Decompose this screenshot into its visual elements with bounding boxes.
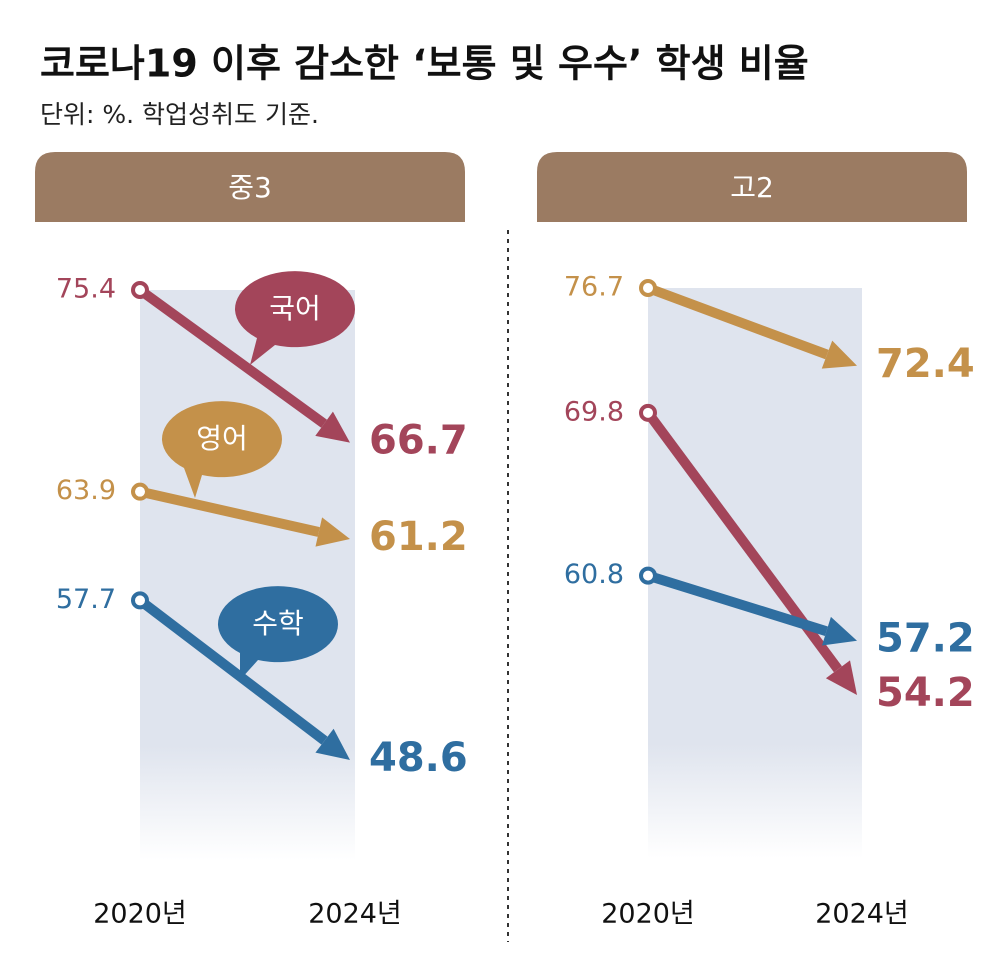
bubble bbox=[217, 586, 338, 680]
legend-label: 국어 bbox=[269, 292, 321, 325]
panel-title: 중3 bbox=[228, 171, 272, 204]
start-point bbox=[131, 281, 149, 299]
arrowhead bbox=[315, 411, 350, 443]
start-point bbox=[131, 591, 149, 610]
end-label: 48.6 bbox=[369, 735, 468, 781]
series-line bbox=[138, 486, 320, 537]
start-label: 57.7 bbox=[56, 584, 116, 615]
legend-label: 수학 bbox=[252, 607, 304, 640]
start-point bbox=[639, 279, 657, 297]
start-label: 76.7 bbox=[564, 272, 624, 303]
start-label: 60.8 bbox=[564, 559, 624, 590]
series-line bbox=[646, 283, 829, 360]
end-label: 61.2 bbox=[369, 514, 468, 560]
subtitle: 단위: %. 학업성취도 기준. bbox=[40, 100, 319, 129]
legend-label: 영어 bbox=[196, 422, 248, 455]
end-label: 54.2 bbox=[876, 670, 975, 716]
panel-title: 고2 bbox=[730, 171, 774, 204]
x-tick-label: 2020년 bbox=[601, 899, 695, 930]
arrowhead bbox=[315, 517, 350, 547]
x-tick-label: 2024년 bbox=[815, 899, 909, 930]
x-tick-label: 2024년 bbox=[308, 899, 402, 930]
start-point bbox=[639, 403, 657, 422]
bubble bbox=[234, 271, 355, 365]
end-label: 72.4 bbox=[876, 341, 975, 387]
panel-header bbox=[35, 152, 465, 222]
start-label: 69.8 bbox=[564, 396, 624, 427]
arrowhead bbox=[315, 728, 350, 760]
series-line bbox=[136, 596, 328, 745]
arrowhead bbox=[821, 616, 857, 646]
start-label: 63.9 bbox=[56, 475, 116, 506]
x-tick-label: 2020년 bbox=[93, 899, 187, 930]
series-line bbox=[646, 570, 828, 636]
band bbox=[140, 290, 355, 860]
panel-header bbox=[537, 152, 967, 222]
title: 코로나19 이후 감소한 ‘보통 및 우수’ 학생 비율 bbox=[40, 42, 809, 86]
arrowhead bbox=[821, 340, 857, 369]
end-label: 57.2 bbox=[876, 616, 975, 662]
bubble bbox=[161, 401, 282, 498]
end-label: 66.7 bbox=[369, 418, 468, 464]
start-point bbox=[639, 566, 657, 585]
series-line bbox=[137, 285, 328, 428]
band bbox=[648, 288, 862, 858]
start-label: 75.4 bbox=[56, 274, 116, 305]
arrowhead bbox=[825, 660, 857, 695]
start-point bbox=[131, 482, 149, 501]
